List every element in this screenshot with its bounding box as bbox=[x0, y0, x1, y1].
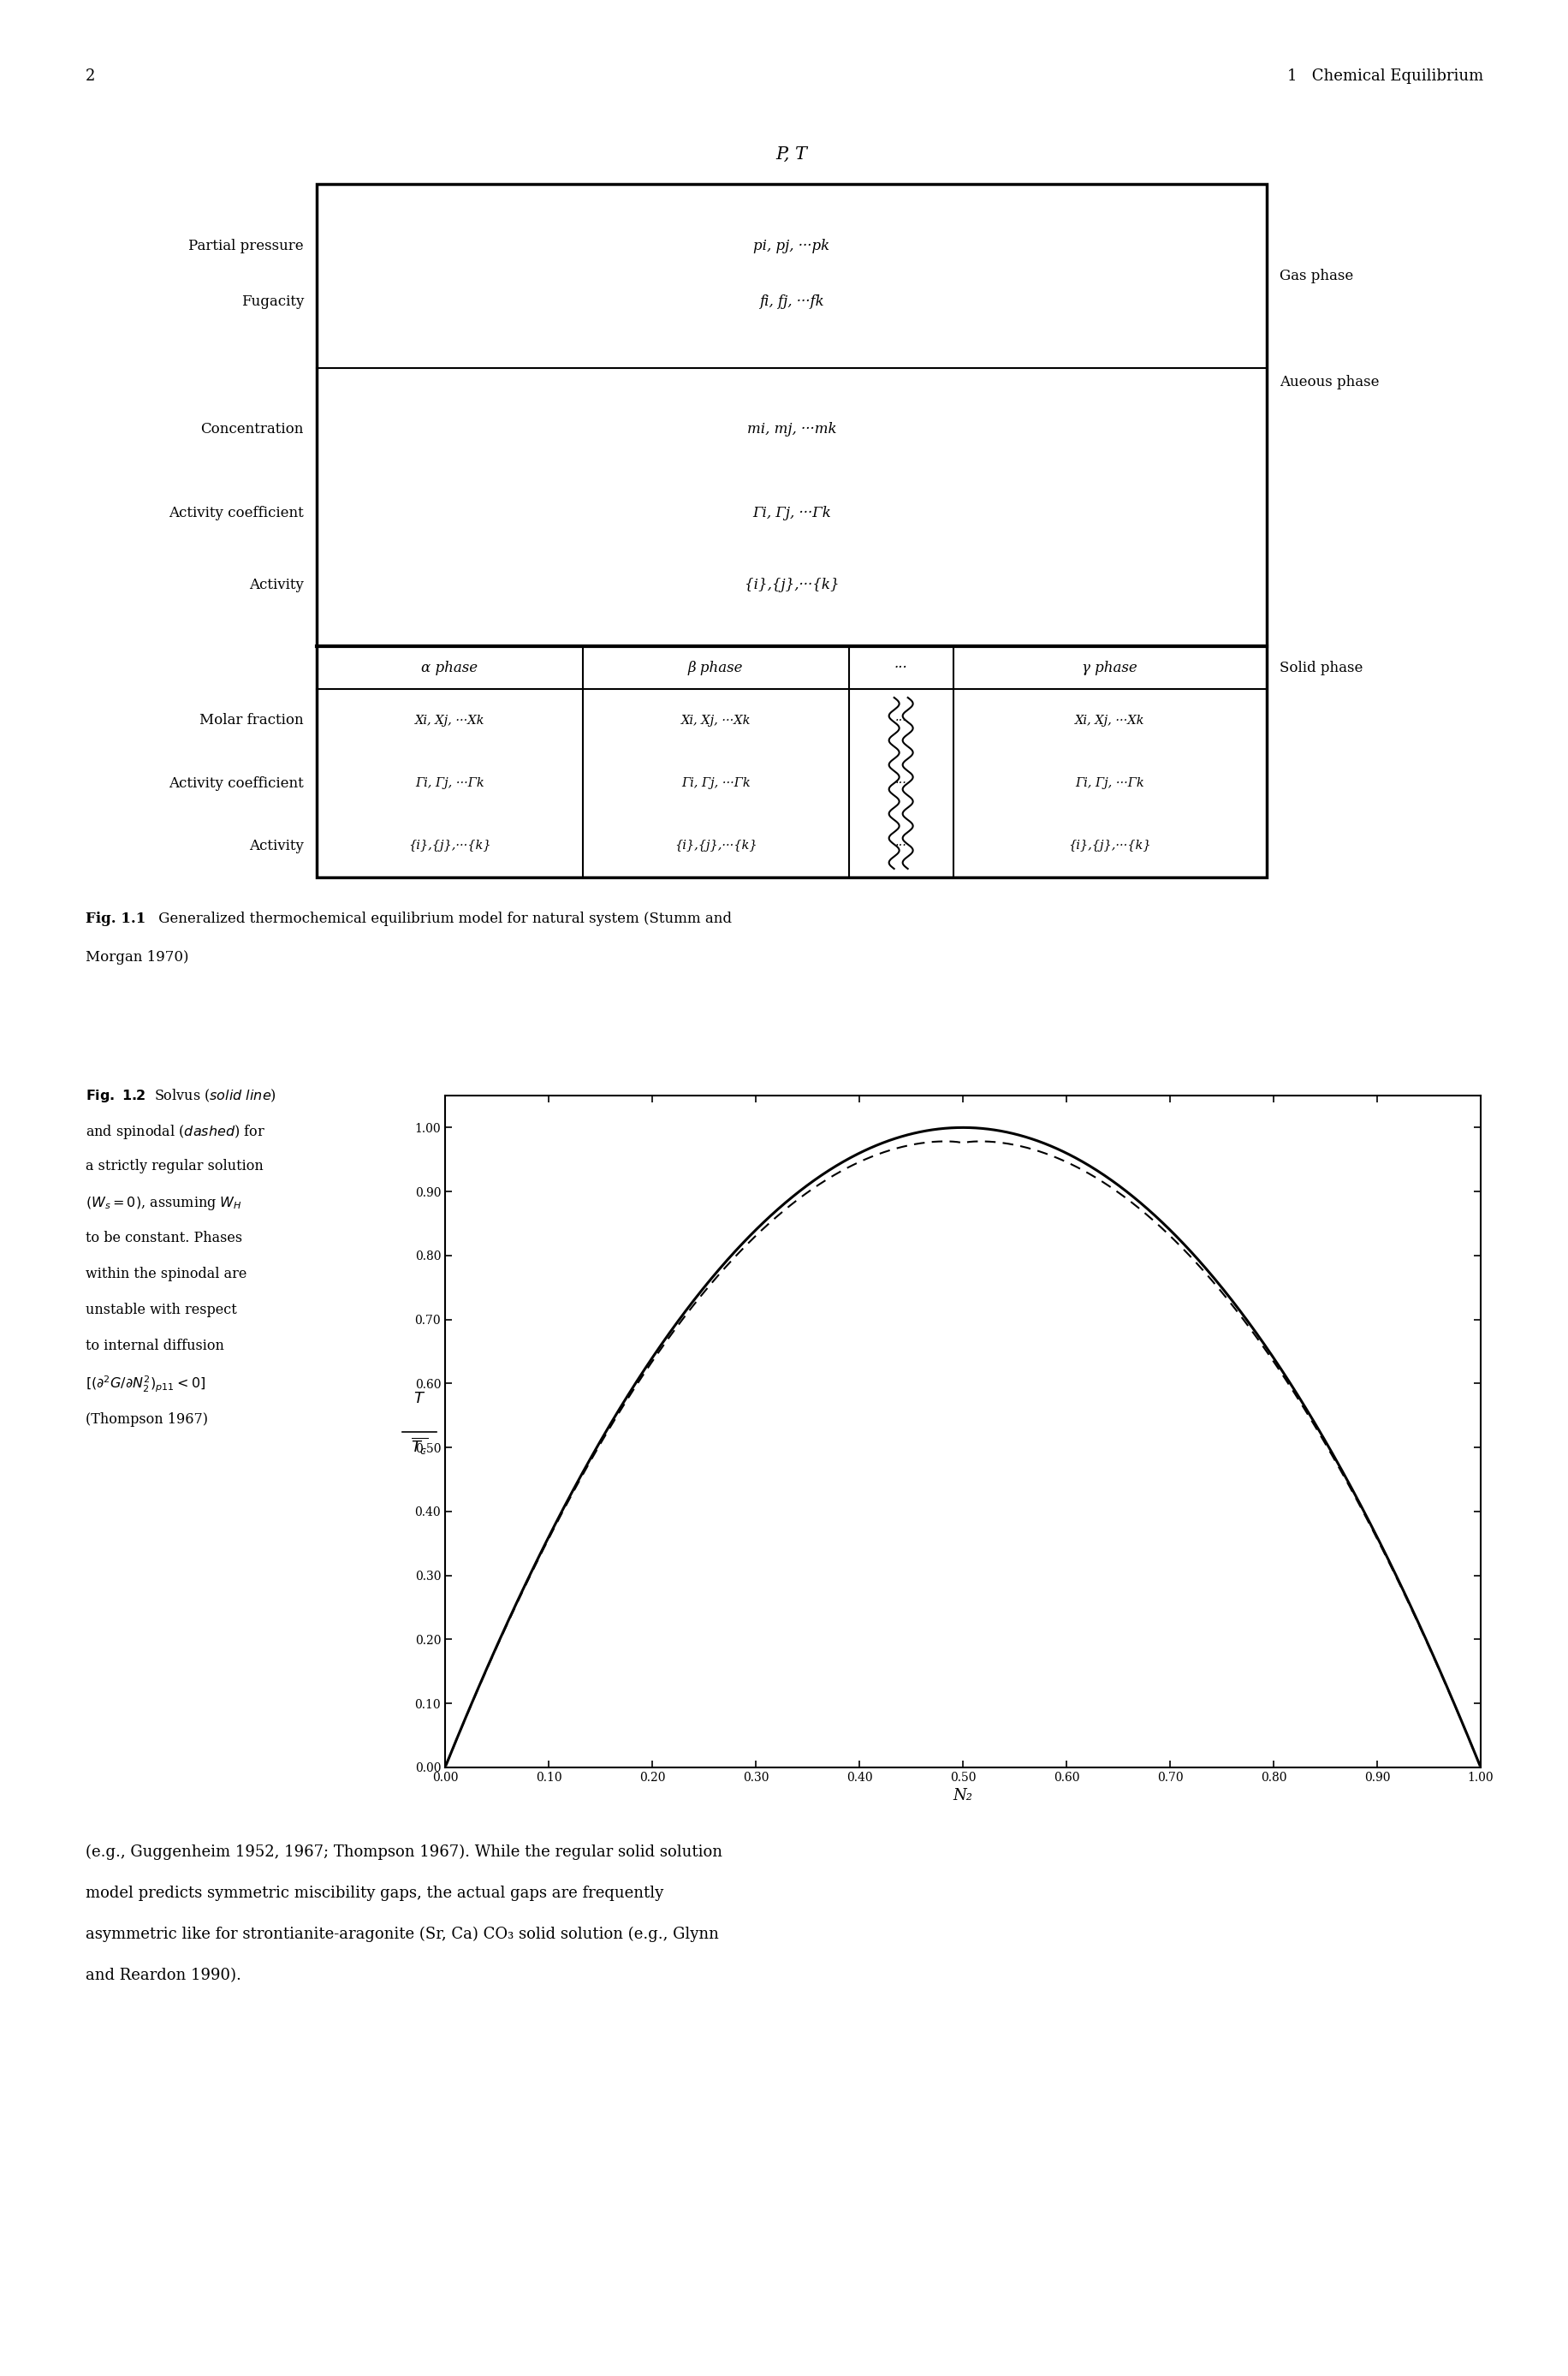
Text: α phase: α phase bbox=[422, 661, 478, 675]
Text: Aueous phase: Aueous phase bbox=[1279, 375, 1378, 390]
Text: {i},{j},···{k}: {i},{j},···{k} bbox=[408, 841, 491, 853]
Text: Gas phase: Gas phase bbox=[1279, 268, 1353, 283]
Text: Γi, Γj, ···Γk: Γi, Γj, ···Γk bbox=[753, 506, 831, 520]
Text: within the spinodal are: within the spinodal are bbox=[86, 1266, 246, 1281]
Text: Activity coefficient: Activity coefficient bbox=[169, 506, 304, 520]
Text: Concentration: Concentration bbox=[201, 423, 304, 437]
Text: $\mathbf{Fig.\ 1.2}$  Solvus ($\it{solid\ line}$): $\mathbf{Fig.\ 1.2}$ Solvus ($\it{solid\… bbox=[86, 1086, 276, 1105]
Text: Xi, Xj, ···Xk: Xi, Xj, ···Xk bbox=[1074, 715, 1145, 727]
Text: unstable with respect: unstable with respect bbox=[86, 1302, 237, 1316]
Text: model predicts symmetric miscibility gaps, the actual gaps are frequently: model predicts symmetric miscibility gap… bbox=[86, 1887, 663, 1901]
Text: {i},{j},···{k}: {i},{j},···{k} bbox=[743, 577, 839, 592]
Text: asymmetric like for strontianite-aragonite (Sr, Ca) CO₃ solid solution (e.g., Gl: asymmetric like for strontianite-aragoni… bbox=[86, 1927, 718, 1941]
Text: a strictly regular solution: a strictly regular solution bbox=[86, 1159, 263, 1174]
Text: $T$: $T$ bbox=[412, 1390, 425, 1407]
Text: Generalized thermochemical equilibrium model for natural system (Stumm and: Generalized thermochemical equilibrium m… bbox=[154, 912, 731, 927]
Text: 2: 2 bbox=[86, 69, 96, 83]
Text: to internal diffusion: to internal diffusion bbox=[86, 1338, 224, 1354]
Text: (e.g., Guggenheim 1952, 1967; Thompson 1967). While the regular solid solution: (e.g., Guggenheim 1952, 1967; Thompson 1… bbox=[86, 1844, 721, 1860]
Text: mi, mj, ···mk: mi, mj, ···mk bbox=[746, 423, 836, 437]
Text: Γi, Γj, ···Γk: Γi, Γj, ···Γk bbox=[416, 777, 485, 789]
Text: ···: ··· bbox=[894, 777, 906, 789]
Text: Solid phase: Solid phase bbox=[1279, 661, 1363, 675]
Text: 1   Chemical Equilibrium: 1 Chemical Equilibrium bbox=[1286, 69, 1482, 83]
X-axis label: N₂: N₂ bbox=[952, 1789, 972, 1803]
Text: Activity: Activity bbox=[249, 577, 304, 592]
Text: Γi, Γj, ···Γk: Γi, Γj, ···Γk bbox=[681, 777, 750, 789]
Text: P, T: P, T bbox=[776, 147, 808, 162]
Text: Γi, Γj, ···Γk: Γi, Γj, ···Γk bbox=[1074, 777, 1145, 789]
Text: $[(\partial^2G/\partial N_2^2)_{p11} < 0]$: $[(\partial^2G/\partial N_2^2)_{p11} < 0… bbox=[86, 1376, 205, 1395]
Text: Activity: Activity bbox=[249, 839, 304, 853]
Text: Fugacity: Fugacity bbox=[241, 295, 304, 309]
Text: Activity coefficient: Activity coefficient bbox=[169, 777, 304, 791]
Text: ···: ··· bbox=[894, 661, 908, 675]
Text: Partial pressure: Partial pressure bbox=[188, 240, 304, 254]
Text: and spinodal ($\it{dashed}$) for: and spinodal ($\it{dashed}$) for bbox=[86, 1124, 265, 1140]
Text: to be constant. Phases: to be constant. Phases bbox=[86, 1231, 241, 1245]
Text: β phase: β phase bbox=[688, 661, 743, 675]
Text: Xi, Xj, ···Xk: Xi, Xj, ···Xk bbox=[414, 715, 485, 727]
Text: γ phase: γ phase bbox=[1082, 661, 1137, 675]
Text: Morgan 1970): Morgan 1970) bbox=[86, 950, 188, 965]
Text: and Reardon 1990).: and Reardon 1990). bbox=[86, 1967, 241, 1984]
Text: pi, pj, ···pk: pi, pj, ···pk bbox=[753, 240, 829, 254]
Bar bbox=[317, 183, 1265, 877]
Text: $(W_s = 0)$, assuming $W_H$: $(W_s = 0)$, assuming $W_H$ bbox=[86, 1195, 241, 1212]
Text: Molar fraction: Molar fraction bbox=[199, 713, 304, 727]
Text: ···: ··· bbox=[894, 715, 906, 727]
Text: Fig. 1.1: Fig. 1.1 bbox=[86, 912, 146, 927]
Text: $\overline{T_c}$: $\overline{T_c}$ bbox=[411, 1435, 428, 1456]
Text: {i},{j},···{k}: {i},{j},···{k} bbox=[674, 841, 757, 853]
Text: ···: ··· bbox=[894, 841, 906, 853]
Text: fi, fj, ···fk: fi, fj, ···fk bbox=[759, 295, 823, 309]
Text: (Thompson 1967): (Thompson 1967) bbox=[86, 1411, 209, 1428]
Text: Xi, Xj, ···Xk: Xi, Xj, ···Xk bbox=[681, 715, 750, 727]
Text: {i},{j},···{k}: {i},{j},···{k} bbox=[1068, 841, 1151, 853]
